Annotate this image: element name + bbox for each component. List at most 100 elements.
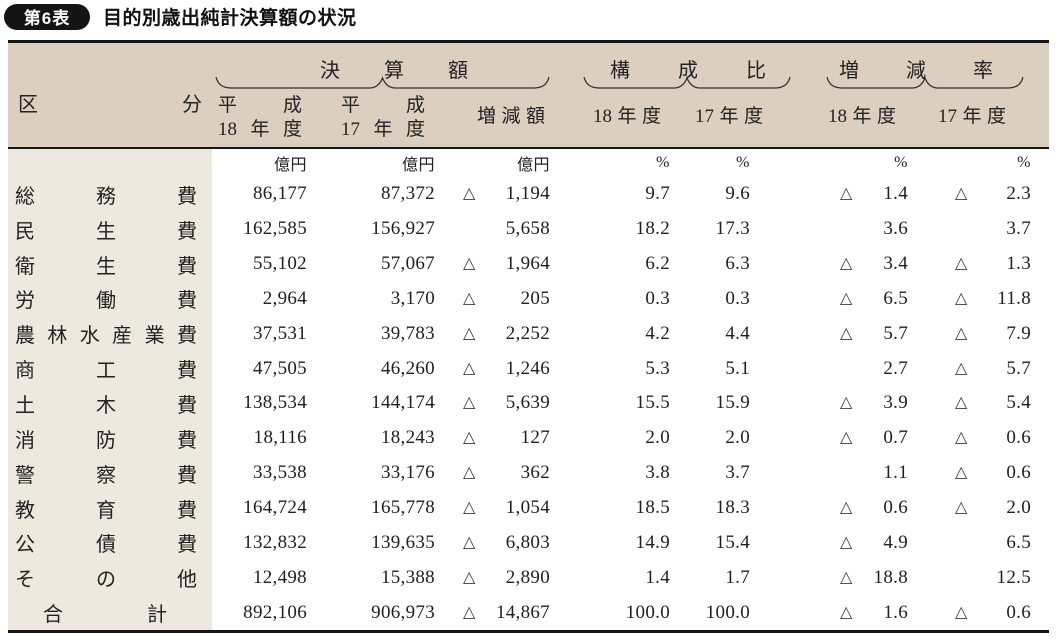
- unit-label: %: [656, 154, 670, 171]
- cell-value: 2.0: [645, 427, 670, 449]
- cell-value: 6.3: [725, 253, 750, 275]
- table-header: 区分決算額 構成比 増減率平成 18 年度平成 17 年度増減額 18 年度 17 年度 18 年度 17…: [8, 43, 1049, 149]
- cell-value: 1.4: [645, 566, 670, 588]
- label-char: 増: [477, 106, 497, 127]
- value-cell: 906,973: [310, 595, 438, 630]
- unit-label: 億円: [516, 157, 550, 174]
- unit-label: 億円: [401, 157, 435, 174]
- value-cell: △ 7.9: [911, 316, 1049, 351]
- label-char: 合: [43, 604, 63, 627]
- negative-triangle-icon: △: [955, 255, 968, 273]
- cell-value: 164,724: [243, 497, 307, 519]
- cell-value: 6.5: [1006, 531, 1031, 553]
- value-cell: 0.3: [673, 282, 753, 317]
- column-header-line: 平成: [341, 94, 425, 118]
- negative-triangle-icon: △: [463, 603, 476, 621]
- units-row: 億円 億円 億円%%%%: [8, 149, 1049, 177]
- table-row-total: 合計 892,106 906,973 △ 14,867 100.0 100.0 △ 1.6 △ 0.…: [8, 595, 1049, 630]
- column-header: 平成 18 年度: [218, 94, 302, 142]
- cell-value: 1.3: [1006, 253, 1031, 275]
- label-char: 債: [96, 534, 116, 557]
- value-cell: 6.5: [911, 525, 1049, 560]
- row-label: 消防費: [15, 424, 197, 453]
- column-header-line: 17 年度: [341, 118, 425, 142]
- value-cell: 3.8: [553, 456, 673, 491]
- cell-value: 0.3: [645, 287, 670, 309]
- table-row: 土 木 費 138,534 144,174 △ 5,639 15.5 15.9 △ 3.9 △ 5.4: [8, 386, 1049, 421]
- row-label-background: [8, 149, 212, 630]
- value-cell: 4.2: [553, 316, 673, 351]
- label-char: 林: [47, 325, 68, 348]
- negative-triangle-icon: △: [463, 289, 476, 307]
- cell-value: 3.7: [725, 462, 750, 484]
- unit-label: %: [894, 154, 908, 171]
- row-label: 合計: [43, 598, 167, 627]
- label-char: 費: [177, 255, 197, 278]
- cell-value: 18,116: [253, 427, 307, 449]
- label-char: 業: [144, 325, 165, 348]
- value-cell: △ 127: [438, 421, 553, 456]
- cell-value: 2.7: [883, 357, 908, 379]
- row-label: 公債費: [15, 528, 197, 557]
- cell-value: 2.0: [725, 427, 750, 449]
- label-char: 平: [218, 95, 238, 116]
- label-char: 費: [177, 534, 197, 557]
- label-char: 費: [176, 325, 197, 348]
- label-char: 成: [282, 95, 302, 116]
- cell-value: 47,505: [252, 357, 307, 379]
- negative-triangle-icon: △: [463, 568, 476, 586]
- label-char: 費: [177, 360, 197, 383]
- cell-value: 3.7: [1006, 218, 1031, 240]
- row-label: 労働費: [15, 284, 197, 313]
- label-char: 育: [96, 499, 116, 522]
- value-cell: △ 3.4: [753, 247, 911, 282]
- row-label: 農林水産業費: [15, 319, 197, 348]
- column-header: 平成 17 年度: [341, 94, 425, 142]
- label-char: 教: [15, 499, 35, 522]
- label-char: 度: [282, 119, 302, 140]
- value-cell: 9.6: [673, 177, 753, 212]
- value-cell: △ 2,252: [438, 316, 553, 351]
- label-char: 労: [15, 290, 35, 313]
- cell-value: 18.5: [635, 497, 670, 519]
- value-cell: 33,538: [212, 456, 310, 491]
- cell-value: 144,174: [371, 392, 435, 414]
- table-row: 農林水産業費 37,531 39,783 △ 2,252 4.2 4.4 △ 5.7 △ 7.9: [8, 316, 1049, 351]
- cell-value: 6.5: [883, 287, 908, 309]
- column-header-line: 増減額: [477, 105, 545, 129]
- row-label-cell: 土木費: [8, 389, 212, 418]
- value-cell: △ 1,246: [438, 351, 553, 386]
- value-cell: △ 362: [438, 456, 553, 491]
- cell-value: 0.6: [1006, 462, 1031, 484]
- value-cell: 132,832: [212, 525, 310, 560]
- negative-triangle-icon: △: [840, 603, 853, 621]
- page-title: 目的別歳出純計決算額の状況: [103, 8, 357, 29]
- negative-triangle-icon: △: [955, 394, 968, 412]
- row-label-cell: 農林水産業費: [8, 319, 212, 348]
- value-cell: 33,176: [310, 456, 438, 491]
- negative-triangle-icon: △: [840, 568, 853, 586]
- label-char: 工: [96, 360, 116, 383]
- label-char: 年: [250, 119, 270, 140]
- cell-value: 39,783: [380, 322, 435, 344]
- cell-value: 1,054: [505, 497, 550, 519]
- row-label-cell: 公債費: [8, 528, 212, 557]
- cell-value: 18.2: [635, 218, 670, 240]
- table-number-badge: 第6表: [4, 3, 90, 30]
- value-cell: 18,116: [212, 421, 310, 456]
- cell-value: 165,778: [371, 497, 435, 519]
- table-row: そ の 他 12,498 15,388 △ 2,890 1.4 1.7 △ 18.8 12.5: [8, 560, 1049, 595]
- cell-value: 86,177: [252, 183, 307, 205]
- label-char: 費: [177, 499, 197, 522]
- label-char: 民: [15, 220, 35, 243]
- column-header-line: 平成: [218, 94, 302, 118]
- cell-value: 33,538: [252, 462, 307, 484]
- cell-value: 100.0: [625, 601, 670, 623]
- label-char: 度: [986, 106, 1006, 127]
- group-label: 決算額: [320, 60, 512, 82]
- value-cell: 12.5: [911, 560, 1049, 595]
- column-header-line: 18 年度: [593, 105, 661, 129]
- row-label-cell: 労働費: [8, 284, 212, 313]
- value-cell: 57,067: [310, 247, 438, 282]
